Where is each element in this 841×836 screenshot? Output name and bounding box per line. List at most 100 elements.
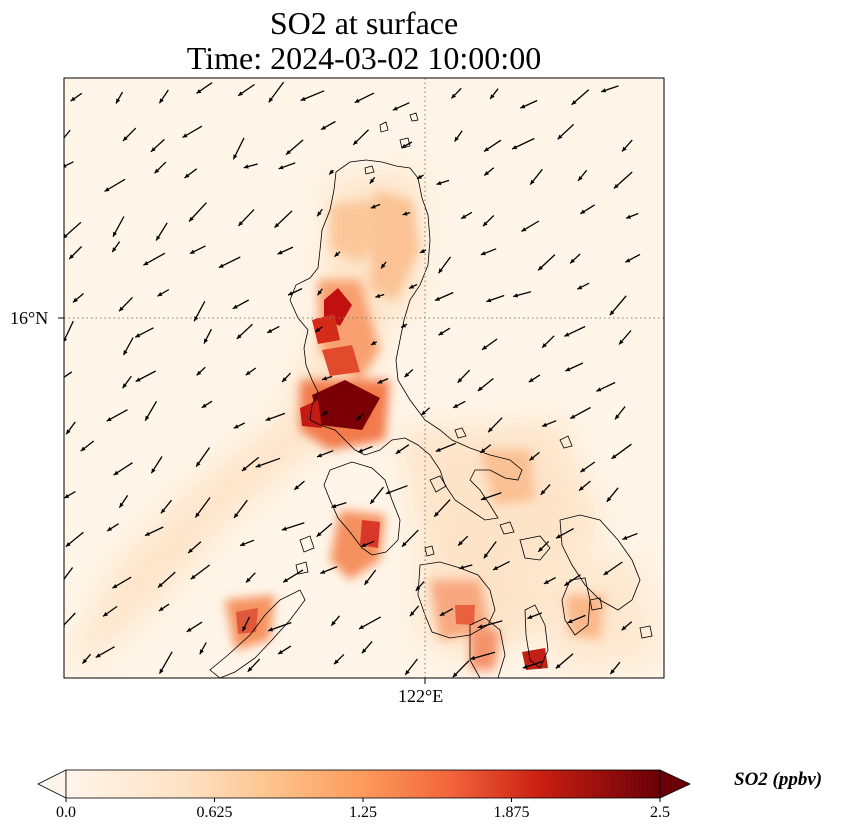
wind-vector-head (435, 296, 440, 301)
wind-vector-head (512, 145, 518, 150)
wind-vector-head (415, 586, 421, 591)
wind-vector-head (409, 611, 415, 617)
wind-vector-head (159, 668, 164, 674)
wind-vector-head (421, 410, 426, 416)
wind-vector-head (123, 136, 128, 141)
wind-vector-head (286, 150, 291, 155)
wind-vector-head (112, 247, 117, 253)
wind-vector-head (204, 338, 208, 344)
wind-vector-head (234, 513, 239, 518)
babuyan-islands (364, 112, 419, 175)
wind-vector-head (354, 98, 360, 103)
wind-vector-head (241, 466, 247, 471)
wind-vector-head (243, 164, 249, 169)
wind-vector-head (353, 140, 358, 145)
wind-vector-head (334, 659, 339, 665)
wind-vector-head (370, 499, 375, 504)
wind-vector-head (356, 415, 361, 421)
wind-vector-head (282, 377, 287, 382)
wind-vector-head (195, 512, 200, 518)
wind-vector-head (238, 221, 244, 226)
wind-vector-head (240, 541, 245, 546)
colorbar-tick-label: 1.875 (493, 804, 530, 821)
wind-vector-head (461, 214, 467, 219)
wind-vector-head (482, 345, 488, 350)
wind-vector-head (596, 387, 602, 392)
wind-vector-head (381, 263, 386, 269)
wind-vector-head (154, 168, 160, 174)
wind-vector-head (477, 386, 483, 391)
map-frame (63, 77, 665, 679)
wind-vector-head (278, 165, 284, 170)
wind-vector-head (182, 133, 188, 138)
wind-vector-head (580, 467, 586, 473)
wind-vector-head (64, 337, 68, 342)
wind-vector-head (267, 328, 273, 333)
wind-vector-head (268, 627, 273, 632)
wind-vector-head (103, 612, 108, 617)
wind-vector-head (488, 427, 493, 433)
wind-vector-head (242, 626, 247, 632)
wind-vector-head (232, 304, 238, 309)
wind-vector-head (564, 581, 570, 586)
wind-vector-head (238, 91, 244, 96)
wind-vector-head (625, 258, 631, 263)
wind-vector-head (528, 377, 534, 383)
wind-vector-head (255, 463, 261, 468)
wind-vector-head (112, 584, 118, 589)
palawan-coastline (209, 589, 306, 678)
cebu-coastline (524, 604, 549, 669)
wind-vector-head (578, 176, 583, 181)
wind-vector-head (369, 178, 375, 184)
wind-vector-head (493, 565, 498, 570)
wind-vector-head (457, 378, 463, 383)
wind-vector-head (329, 169, 334, 175)
wind-vector-head (64, 494, 70, 499)
wind-vector-head (57, 378, 62, 382)
wind-vector-head (189, 216, 194, 222)
wind-vector-head (236, 334, 242, 339)
wind-vector-head (104, 187, 110, 192)
wind-vector-head (278, 649, 283, 655)
wind-vector-head (322, 410, 328, 416)
wind-vector-head (385, 490, 391, 495)
wind-vector-head (452, 672, 458, 678)
small-islands (295, 427, 653, 639)
wind-vector-head (480, 496, 486, 501)
wind-vector-head (370, 204, 376, 209)
wind-vector-head (611, 454, 617, 459)
wind-vector-head (66, 429, 71, 435)
wind-vector-head (317, 211, 322, 217)
wind-vector-head (281, 526, 287, 531)
wind-vector-head (64, 233, 68, 239)
wind-vector-head (65, 542, 71, 547)
wind-vector-head (288, 291, 293, 296)
leyte-coastline (561, 577, 591, 636)
colorbar-max-extend (659, 769, 691, 799)
wind-vector-head (482, 221, 488, 227)
wind-vector-head (113, 231, 117, 237)
wind-vector-head (615, 414, 620, 420)
wind-vector-head (538, 547, 543, 552)
mindoro-coastline (323, 461, 401, 556)
wind-vector-head (543, 579, 549, 584)
wind-vector-head (570, 258, 575, 264)
wind-vector-head (529, 456, 535, 461)
gridlines (64, 78, 664, 678)
wind-vector-head (454, 136, 459, 142)
wind-vector-head (490, 94, 495, 99)
wind-vector-head (401, 143, 407, 148)
colorbar-tick-label: 1.25 (349, 804, 377, 821)
masbate-coastline (519, 535, 551, 561)
wind-vector-head (417, 174, 422, 179)
wind-vector-head (143, 261, 149, 266)
luzon-coastline (289, 159, 523, 521)
wind-vector-head (527, 614, 533, 619)
wind-vector-head (555, 663, 561, 669)
so2-hotspots (236, 288, 548, 670)
wind-vector-head (557, 134, 563, 140)
wind-vector-head (268, 97, 274, 103)
wind-vector-head (564, 332, 570, 337)
wind-vector-head (358, 448, 363, 453)
wind-vector-head (159, 98, 164, 104)
